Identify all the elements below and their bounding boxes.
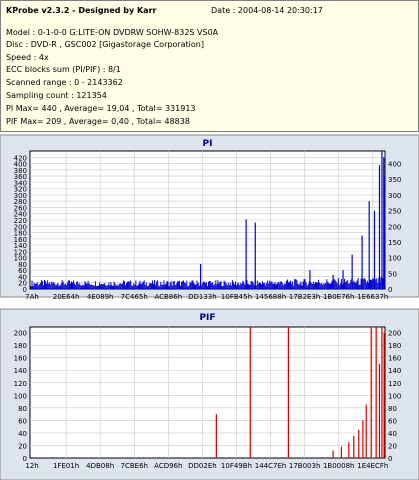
pi-y-tick-left: 360 (14, 173, 27, 181)
pi-x-tick-label: 7Ah (25, 293, 39, 301)
pi-y-tick-left: 320 (14, 186, 27, 194)
pi-y-tick-right: 400 (388, 161, 401, 169)
pif-plot-area (29, 326, 386, 459)
pif-x-tick-label: 4DB08h (86, 462, 114, 470)
pi-y-tick-left: 280 (14, 198, 27, 206)
pi-y-tick-right: 200 (388, 223, 401, 231)
pif-y-tick-left: 40 (18, 430, 27, 438)
pi-y-tick-right: 150 (388, 239, 401, 247)
pi-x-tick-label: 1B0E76h (323, 293, 354, 301)
pif-x-tick-label: 144C7Eh (255, 462, 287, 470)
pi-y-tick-left: 260 (14, 204, 27, 212)
pif-y-tick-left: 80 (18, 405, 27, 413)
pif-x-tick-label: DD02Eh (188, 462, 217, 470)
info-line-ecc: ECC blocks sum (PI/PIF) : 8/1 (6, 65, 121, 74)
scan-date: Date : 2004-08-14 20:30:17 (211, 6, 323, 15)
pif-y-tick-right: 160 (388, 355, 401, 363)
pi-x-tick-label: 10FB45h (221, 293, 252, 301)
pif-x-tick-label: 10F49Bh (221, 462, 252, 470)
pif-y-tick-left: 200 (14, 330, 27, 338)
pi-y-tick-left: 220 (14, 217, 27, 225)
pif-x-tick-label: 12h (25, 462, 38, 470)
pi-y-tick-right: 250 (388, 208, 401, 216)
pif-y-tick-right: 140 (388, 367, 401, 375)
pif-y-tick-right: 200 (388, 330, 401, 338)
pi-y-tick-left: 400 (14, 161, 27, 169)
pi-y-tick-left: 0 (23, 286, 27, 294)
pi-y-tick-right: 300 (388, 192, 401, 200)
pi-y-tick-right: 50 (388, 270, 397, 278)
pif-y-tick-right: 100 (388, 392, 401, 400)
info-line-pif-summary: PIF Max= 209 , Average= 0,40 , Total= 48… (6, 117, 190, 126)
pi-x-tick-label: 7C465h (121, 293, 148, 301)
info-line-sampling: Sampling count : 121354 (6, 91, 107, 100)
pif-y-tick-right: 20 (388, 442, 397, 450)
info-line-speed: Speed : 4x (6, 53, 49, 62)
info-line-range: Scanned range : 0 - 2143362 (6, 78, 123, 87)
pif-y-tick-right: 40 (388, 430, 397, 438)
pi-y-tick-left: 60 (18, 267, 27, 275)
pif-y-tick-right: 180 (388, 342, 401, 350)
pif-y-tick-left: 160 (14, 355, 27, 363)
info-line-disc: Disc : DVD-R , GSC002 [Gigastorage Corpo… (6, 40, 204, 49)
pif-y-tick-right: 0 (388, 455, 392, 463)
pif-y-tick-left: 140 (14, 367, 27, 375)
pi-y-tick-right: 0 (388, 286, 392, 294)
pi-x-tick-label: DD133h (188, 293, 217, 301)
pif-x-tick-label: 17B003h (289, 462, 321, 470)
pif-y-tick-left: 60 (18, 417, 27, 425)
pif-x-tick-label: 1B0008h (323, 462, 355, 470)
pi-y-tick-left: 200 (14, 223, 27, 231)
pif-y-tick-left: 120 (14, 380, 27, 388)
pi-x-tick-label: 20E64h (53, 293, 80, 301)
pi-y-tick-left: 240 (14, 211, 27, 219)
pi-y-tick-left: 40 (18, 273, 27, 281)
info-line-model: Model : 0-1-0-0 G:LITE-ON DVDRW SOHW-832… (6, 28, 219, 37)
pi-y-tick-left: 340 (14, 179, 27, 187)
pif-x-tick-label: 7CBE6h (121, 462, 148, 470)
pif-y-tick-right: 60 (388, 417, 397, 425)
pi-y-tick-left: 300 (14, 192, 27, 200)
pi-y-tick-left: 420 (14, 154, 27, 162)
pif-y-tick-right: 80 (388, 405, 397, 413)
app-title: KProbe v2.3.2 - Designed by Karr (6, 6, 157, 15)
pi-y-tick-right: 350 (388, 176, 401, 184)
pif-y-tick-right: 120 (388, 380, 401, 388)
pi-y-tick-right: 100 (388, 255, 401, 263)
pi-y-tick-left: 160 (14, 236, 27, 244)
pif-x-tick-label: 1FE01h (53, 462, 79, 470)
pif-y-tick-left: 0 (23, 455, 27, 463)
pif-chart-title: PIF (199, 313, 215, 323)
pi-y-tick-left: 180 (14, 230, 27, 238)
pi-x-tick-label: 17B2E3h (289, 293, 320, 301)
pif-x-tick-label: ACD96h (154, 462, 182, 470)
pi-y-tick-left: 100 (14, 255, 27, 263)
info-panel: KProbe v2.3.2 - Designed by Karr Date : … (0, 0, 419, 132)
pif-y-tick-left: 180 (14, 342, 27, 350)
pif-y-tick-left: 20 (18, 442, 27, 450)
info-line-pi-summary: PI Max= 440 , Average= 19,04 , Total= 33… (6, 104, 196, 113)
pi-x-tick-label: 1E6637h (357, 293, 388, 301)
pi-y-tick-left: 140 (14, 242, 27, 250)
pi-y-tick-left: 20 (18, 280, 27, 288)
pi-y-tick-left: 120 (14, 248, 27, 256)
pi-x-tick-label: 4E089h (87, 293, 114, 301)
pi-y-tick-left: 80 (18, 261, 27, 269)
pi-chart-title: PI (203, 139, 213, 149)
pif-x-tick-label: 1E4ECFh (357, 462, 388, 470)
pi-y-tick-left: 380 (14, 167, 27, 175)
pi-x-tick-label: 145688h (255, 293, 286, 301)
pif-y-tick-left: 100 (14, 392, 27, 400)
pi-x-tick-label: ACB86h (154, 293, 182, 301)
